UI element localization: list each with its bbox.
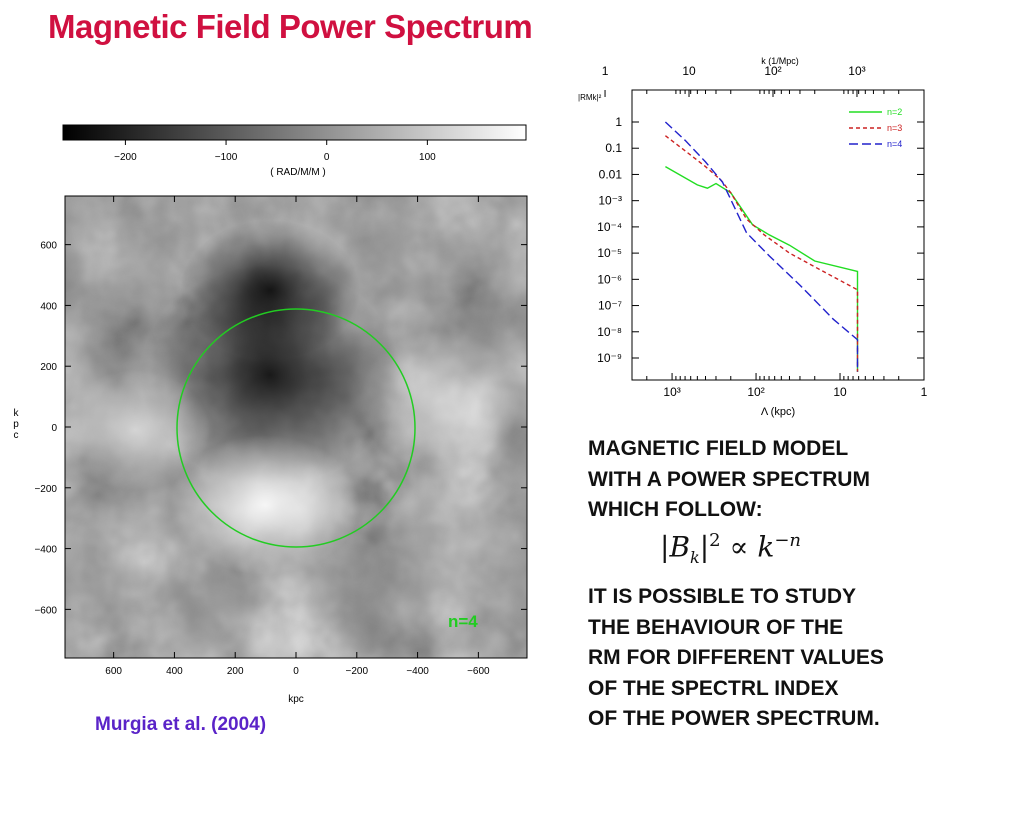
colorbar-tick-label: −100 <box>215 152 238 163</box>
spectrum-y-tick-label: 10⁻⁵ <box>597 246 622 260</box>
spectrum-y-tick-label: 10⁻⁴ <box>597 220 622 234</box>
citation: Murgia et al. (2004) <box>95 714 267 735</box>
spectrum-top-tick-label: 10³ <box>848 64 865 78</box>
spectrum-x-tick-label: 10² <box>747 385 764 399</box>
colorbar-label: ( RAD/M/M ) <box>270 167 326 178</box>
spectrum-axis-ticks: 10³ 10² 10 1 1 10 10² 10³ 1 0.1 0.01 10⁻³ 10⁻⁴ 10⁻⁵ 10… <box>597 64 928 399</box>
map-axis-ticks: 600 400 200 0 −200 −400 −600 600 400 200 0 −200 −400… <box>34 196 527 677</box>
spectrum-y-tick-label: 1 <box>615 115 622 129</box>
description-line: MAGNETIC FIELD MODEL <box>588 437 849 460</box>
analysis-circle <box>176 308 416 548</box>
spectrum-x-tick-label: 1 <box>921 385 928 399</box>
spectrum-series <box>664 121 859 372</box>
colorbar-tick-label: 100 <box>419 152 436 163</box>
spectrum-xlabel: Λ (kpc) <box>761 406 795 418</box>
colorbar-ticks: −200 −100 0 100 <box>114 140 436 163</box>
page-title: Magnetic Field Power Spectrum <box>48 8 533 45</box>
rm-map-figure: −200 −100 0 100 ( RAD/M/M ) 600 400 200 0 −200−… <box>13 124 528 705</box>
power-spectrum-formula: |Bk|2 ∝ k−n <box>660 530 802 567</box>
spectrum-y-tick-label: 0.01 <box>599 167 623 181</box>
power-spectrum-chart: 10³ 10² 10 1 1 10 10² 10³ 1 0.1 0.01 10⁻³ 10⁻⁴ 10⁻⁵ 10… <box>578 56 928 418</box>
spectrum-ylabel: |RMk|² <box>578 93 602 102</box>
map-x-tick-label: 600 <box>105 666 122 677</box>
legend-label: n=4 <box>887 139 902 149</box>
description-block-1: MAGNETIC FIELD MODEL WITH A POWER SPECTR… <box>588 434 870 526</box>
colorbar <box>62 124 527 141</box>
legend-label: n=3 <box>887 123 902 133</box>
map-y-tick-label: 0 <box>51 423 57 434</box>
spectrum-top-tick-label: 1 <box>602 64 609 78</box>
spectrum-y-tick-label: 0.1 <box>605 141 622 155</box>
description-line: THE BEHAVIOUR OF THE <box>588 615 844 639</box>
spectrum-top-tick-label: 10 <box>682 64 696 78</box>
map-y-tick-label: −400 <box>34 545 57 556</box>
map-x-tick-label: 200 <box>227 666 244 677</box>
map-x-tick-label: −600 <box>467 666 490 677</box>
spectrum-y-tick-label: 10⁻⁸ <box>597 325 622 339</box>
map-y-tick-label: −200 <box>34 484 57 495</box>
rm-map-image <box>65 196 527 658</box>
map-y-tick-label: 600 <box>40 241 57 252</box>
description-line: WITH A POWER SPECTRUM <box>588 467 870 491</box>
spectrum-top-tick-label: 10² <box>764 64 781 78</box>
spectrum-top-axis-label: k (1/Mpc) <box>761 56 799 66</box>
spectrum-x-tick-label: 10³ <box>663 385 680 399</box>
map-x-tick-label: 400 <box>166 666 183 677</box>
spectrum-legend: n=2 n=3 n=4 <box>849 107 902 149</box>
description-line: IT IS POSSIBLE TO STUDY <box>588 585 856 608</box>
map-y-tick-label: 400 <box>40 301 57 312</box>
colorbar-tick-label: 0 <box>324 152 330 163</box>
spectrum-x-tick-label: 10 <box>833 385 847 399</box>
spectrum-y-tick-label: 10⁻³ <box>598 194 622 208</box>
spectrum-series-line <box>664 135 859 372</box>
spectrum-series-line <box>664 121 859 372</box>
map-x-tick-label: −200 <box>346 666 369 677</box>
description-line: OF THE POWER SPECTRUM. <box>588 707 880 730</box>
map-xlabel: kpc <box>288 694 304 705</box>
map-annotation: n=4 <box>448 612 478 631</box>
spectrum-y-tick-label: 10⁻⁹ <box>597 351 622 365</box>
description-block-2: IT IS POSSIBLE TO STUDY THE BEHAVIOUR OF… <box>588 582 884 735</box>
map-y-tick-label: 200 <box>40 362 57 373</box>
spectrum-y-tick-label: 10⁻⁶ <box>597 272 622 286</box>
description-line: WHICH FOLLOW: <box>588 498 763 521</box>
description-line: OF THE SPECTRL INDEX <box>588 676 839 700</box>
legend-label: n=2 <box>887 107 902 117</box>
description-line: RM FOR DIFFERENT VALUES <box>588 646 884 669</box>
map-x-tick-label: −400 <box>406 666 429 677</box>
map-y-tick-label: −600 <box>34 605 57 616</box>
colorbar-tick-label: −200 <box>114 152 137 163</box>
spectrum-y-tick-label: 10⁻⁷ <box>598 299 622 313</box>
map-x-tick-label: 0 <box>293 666 299 677</box>
